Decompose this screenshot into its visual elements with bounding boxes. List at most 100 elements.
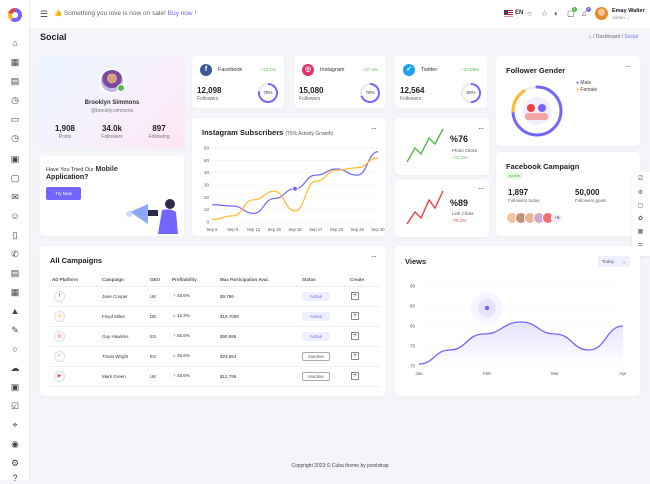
customizer-toolbar: ⎚ ⚙ ▢ ✿ ▦ ⚌ <box>632 172 650 256</box>
layout-icon[interactable]: ▤ <box>10 76 20 86</box>
home-icon[interactable]: ⌂ <box>12 38 18 48</box>
logo[interactable] <box>8 8 22 22</box>
edit-icon[interactable]: ✎ <box>11 325 19 335</box>
settings-icon[interactable]: ⚙ <box>10 458 20 468</box>
followers-today-value: 1,897 <box>508 188 529 197</box>
legend-label: Female <box>580 87 598 93</box>
more-icon[interactable]: ··· <box>478 124 484 133</box>
mobile-heading-line2: Application? <box>46 174 89 181</box>
stat-value: 897 <box>152 124 166 133</box>
twitter-icon[interactable]: ✓ <box>54 350 65 362</box>
profile-avatar[interactable] <box>99 68 125 94</box>
more-icon[interactable]: ··· <box>478 184 484 193</box>
user-role[interactable]: Admin ⌄ <box>612 15 630 20</box>
page-title: Social <box>40 32 67 42</box>
breadcrumb-dashboard[interactable]: Dashboard <box>595 34 621 40</box>
create-plus-icon[interactable]: + <box>351 312 359 320</box>
create-plus-icon[interactable]: + <box>351 352 359 360</box>
x-tick-label: Mar <box>551 371 559 376</box>
bell-icon[interactable]: ♫ <box>581 9 587 18</box>
platform-cell: ◎ <box>50 326 100 347</box>
pinterest-icon[interactable]: ◎ <box>54 330 65 342</box>
phone-icon[interactable]: ✆ <box>11 249 19 259</box>
search-icon[interactable]: ○ <box>527 9 532 18</box>
y-tick-label: 40 <box>204 170 210 175</box>
mail-icon[interactable]: ✉ <box>11 192 19 202</box>
card-value: 12,098 <box>197 86 222 95</box>
help-icon[interactable]: ? <box>12 473 18 483</box>
ring-percent: 78% <box>263 90 273 95</box>
user-avatar[interactable] <box>595 7 608 20</box>
shapes-icon[interactable]: ▲ <box>10 306 20 316</box>
instagram-icon[interactable]: ◎ <box>54 310 65 322</box>
y-tick-label: 80 <box>410 324 416 329</box>
youtube-icon[interactable]: ▶ <box>54 370 65 382</box>
max-cell: $23,654 <box>218 346 300 367</box>
widgets-icon[interactable]: ▦ <box>10 57 20 67</box>
thumbs-up-icon: 👍 <box>54 10 63 17</box>
geo-cell: UK <box>148 366 170 387</box>
try-now-button[interactable]: Try Now <box>46 187 81 200</box>
more-icon[interactable]: ··· <box>625 62 631 71</box>
gallery-icon[interactable]: ▣ <box>10 382 20 392</box>
feather-icon[interactable]: ⌖ <box>12 420 18 430</box>
male-dot-icon: ● <box>576 80 580 86</box>
bookmark-icon[interactable]: ▯ <box>12 230 18 240</box>
user-name[interactable]: Emay Walter <box>612 8 645 14</box>
home-icon[interactable]: ⌂ <box>588 34 592 40</box>
cart-badge: 4 <box>572 7 577 12</box>
menu-icon[interactable]: ☰ <box>40 9 49 19</box>
clock-icon[interactable]: ◷ <box>11 95 19 105</box>
sliders-icon[interactable]: ⚌ <box>637 242 644 248</box>
period-dropdown[interactable]: Today ⌄ <box>598 256 630 267</box>
female-dot-icon: ● <box>576 87 580 93</box>
buy-now-link[interactable]: Buy now ! <box>167 10 197 17</box>
cloud-icon[interactable]: ☁ <box>10 363 20 373</box>
eye-icon[interactable]: ◉ <box>11 439 19 449</box>
stat-posts: 1,908 Posts <box>45 124 85 140</box>
status-badge[interactable]: Inactive <box>302 371 330 381</box>
customize-icon[interactable]: ⎚ <box>638 176 643 182</box>
copy-icon[interactable]: ▢ <box>637 203 644 209</box>
create-plus-icon[interactable]: + <box>351 332 359 340</box>
document-icon[interactable]: ▤ <box>10 268 20 278</box>
legend-male: ● Male <box>576 80 591 86</box>
column-header: AD Platform <box>50 274 100 287</box>
status-badge[interactable]: Active <box>302 291 330 301</box>
user-icon[interactable]: ☺ <box>10 211 20 221</box>
task-icon[interactable]: ☑ <box>10 401 20 411</box>
create-plus-icon[interactable]: + <box>351 372 359 380</box>
search-icon[interactable]: ○ <box>12 344 18 354</box>
photo-clicks-change: +72.1% <box>452 155 468 160</box>
card-name: Twitter <box>421 67 438 73</box>
settings-icon[interactable]: ⚙ <box>637 190 644 196</box>
create-plus-icon[interactable]: + <box>351 292 359 300</box>
card-change: +22.1% <box>260 67 276 72</box>
status-badge[interactable]: Active <box>302 331 330 341</box>
theme-toggle-icon[interactable]: ◐ <box>554 9 559 18</box>
language-selector[interactable]: EN <box>515 10 524 16</box>
progress-ring: 70% <box>360 83 380 103</box>
cart-icon[interactable]: ▢ <box>567 9 575 18</box>
clock-alt-icon[interactable]: ◷ <box>11 133 19 143</box>
table-icon[interactable]: ▦ <box>10 287 20 297</box>
status-badge[interactable]: Active <box>302 311 330 321</box>
more-avatars-count[interactable]: +5 <box>551 212 563 224</box>
promo-banner: 👍 Something you love is now on sale! Buy… <box>54 9 196 17</box>
link-clicks-change: -79.1% <box>452 218 467 223</box>
facebook-icon[interactable]: f <box>54 290 65 302</box>
gear-icon[interactable]: ✿ <box>637 216 644 222</box>
box-icon[interactable]: ▣ <box>10 154 20 164</box>
star-icon[interactable]: ☆ <box>541 9 549 18</box>
folder-icon[interactable]: ▭ <box>10 114 20 124</box>
grid-icon[interactable]: ▦ <box>637 229 644 235</box>
us-flag-icon[interactable] <box>504 10 513 17</box>
chat-icon[interactable]: ▢ <box>10 173 20 183</box>
geo-cell: ES <box>148 346 170 367</box>
more-icon[interactable]: ··· <box>371 124 377 133</box>
x-tick-label: Sep 26 <box>351 227 365 232</box>
status-badge[interactable]: Inactive <box>302 351 330 361</box>
more-icon[interactable]: ··· <box>371 252 377 261</box>
column-header: GEO <box>148 274 170 287</box>
data-point <box>292 185 298 192</box>
